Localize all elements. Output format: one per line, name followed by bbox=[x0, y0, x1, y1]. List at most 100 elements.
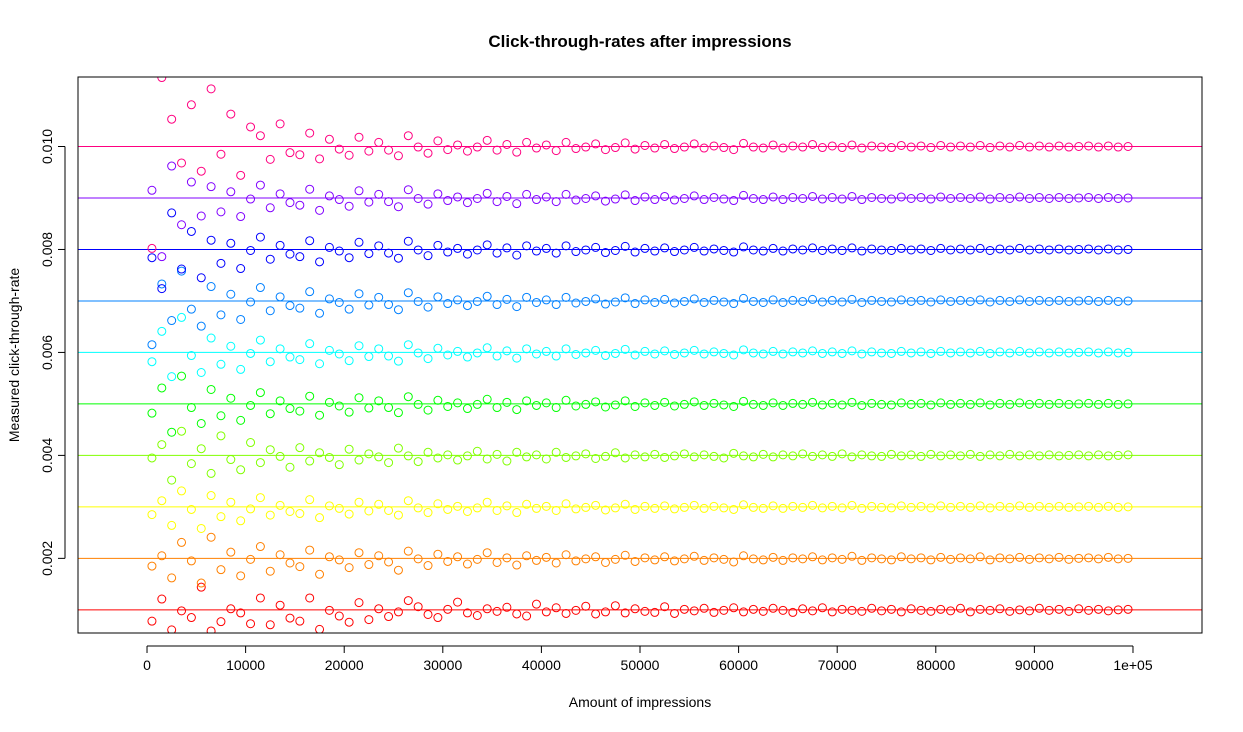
data-point bbox=[955, 141, 965, 151]
data-point bbox=[995, 451, 1005, 461]
data-point bbox=[630, 450, 640, 460]
data-point bbox=[472, 142, 482, 152]
data-point bbox=[946, 554, 956, 564]
data-point bbox=[453, 398, 463, 408]
data-point bbox=[1123, 399, 1133, 409]
data-point bbox=[315, 154, 325, 164]
data-point bbox=[512, 199, 522, 209]
data-point bbox=[246, 245, 256, 255]
data-point bbox=[916, 398, 926, 408]
data-point bbox=[344, 356, 354, 366]
data-point bbox=[522, 241, 532, 251]
data-point bbox=[1064, 194, 1074, 203]
data-point bbox=[985, 503, 995, 513]
data-point bbox=[364, 249, 374, 259]
data-point bbox=[1044, 554, 1054, 564]
data-point bbox=[837, 400, 847, 410]
data-point bbox=[423, 447, 433, 457]
data-point bbox=[916, 605, 926, 615]
data-point bbox=[857, 246, 867, 256]
data-point bbox=[1093, 245, 1103, 255]
data-point bbox=[995, 295, 1005, 305]
data-point bbox=[1005, 142, 1015, 152]
data-point bbox=[778, 605, 788, 615]
data-point bbox=[413, 503, 423, 513]
data-point bbox=[364, 197, 374, 207]
data-point bbox=[778, 246, 788, 256]
data-point bbox=[1064, 502, 1074, 512]
data-point bbox=[886, 555, 896, 565]
data-point bbox=[492, 197, 502, 207]
data-point bbox=[255, 131, 265, 141]
data-point bbox=[196, 578, 206, 588]
data-point bbox=[847, 452, 857, 462]
data-point bbox=[1084, 141, 1094, 151]
data-point bbox=[433, 549, 443, 559]
data-point bbox=[512, 147, 522, 157]
data-point bbox=[729, 299, 739, 309]
x-tick-label: 0 bbox=[143, 657, 151, 673]
data-point bbox=[334, 246, 344, 256]
data-point bbox=[837, 554, 847, 564]
data-point bbox=[1084, 451, 1094, 461]
data-point bbox=[1074, 296, 1084, 306]
data-point bbox=[177, 426, 187, 436]
data-point bbox=[295, 303, 305, 313]
data-point bbox=[167, 208, 177, 218]
data-point bbox=[600, 402, 610, 412]
data-point bbox=[906, 348, 916, 358]
data-point bbox=[354, 548, 364, 558]
y-tick-label: 0.004 bbox=[39, 438, 55, 473]
data-point bbox=[196, 444, 206, 454]
data-point bbox=[364, 352, 374, 362]
data-point bbox=[867, 192, 877, 202]
data-point bbox=[926, 503, 936, 513]
data-point bbox=[502, 243, 512, 253]
data-point bbox=[640, 452, 650, 462]
data-point bbox=[551, 351, 561, 361]
data-point bbox=[334, 349, 344, 359]
data-point bbox=[324, 191, 334, 201]
data-point bbox=[522, 452, 532, 462]
data-point bbox=[472, 554, 482, 564]
data-point bbox=[541, 295, 551, 305]
data-point bbox=[719, 194, 729, 204]
data-point bbox=[896, 192, 906, 202]
data-point bbox=[196, 273, 206, 283]
data-point bbox=[955, 244, 965, 254]
data-point bbox=[344, 509, 354, 519]
data-point bbox=[837, 604, 847, 614]
data-point bbox=[995, 347, 1005, 357]
data-point bbox=[729, 448, 739, 458]
data-point bbox=[541, 346, 551, 356]
data-point bbox=[196, 418, 206, 428]
data-point bbox=[275, 396, 285, 406]
data-point bbox=[403, 236, 413, 246]
data-point bbox=[315, 624, 325, 633]
data-point bbox=[620, 138, 630, 148]
data-point bbox=[729, 504, 739, 514]
data-point bbox=[433, 240, 443, 250]
data-point bbox=[226, 497, 236, 507]
data-point bbox=[896, 243, 906, 253]
data-point bbox=[739, 345, 749, 355]
data-point bbox=[817, 245, 827, 255]
data-point bbox=[886, 449, 896, 459]
data-point bbox=[581, 245, 591, 255]
data-point bbox=[975, 501, 985, 511]
data-point bbox=[985, 245, 995, 255]
data-point bbox=[1084, 553, 1094, 563]
data-point bbox=[1044, 245, 1054, 255]
data-point bbox=[324, 397, 334, 407]
data-point bbox=[462, 559, 472, 569]
data-point bbox=[443, 196, 453, 206]
data-point bbox=[798, 449, 808, 459]
data-point bbox=[877, 296, 887, 306]
data-point bbox=[265, 154, 275, 164]
data-point bbox=[729, 196, 739, 206]
data-point bbox=[226, 393, 236, 403]
data-point bbox=[255, 335, 265, 345]
data-point bbox=[975, 140, 985, 150]
data-point bbox=[581, 348, 591, 358]
x-axis: 0 10000 20000 30000 40000 50000 60000 70000 8000… bbox=[143, 645, 1153, 673]
